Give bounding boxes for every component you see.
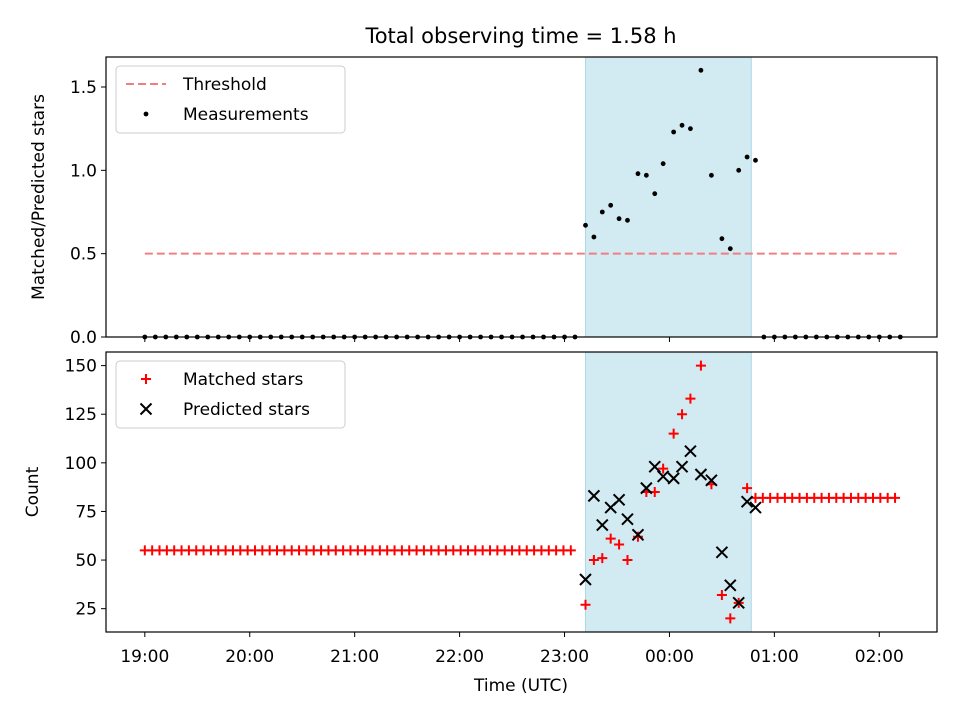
measurement-point (744, 154, 750, 160)
measurement-point (616, 216, 622, 222)
matched-point (716, 590, 727, 601)
bottom-y-tick-label: 75 (75, 502, 97, 522)
measurement-point (591, 234, 597, 240)
predicted-point (667, 472, 680, 485)
legend-measurements-swatch (143, 111, 149, 117)
top-axes-frame (105, 56, 938, 338)
predicted-point (640, 481, 653, 495)
predicted-point (596, 518, 609, 532)
top-legend-label: Threshold (182, 75, 267, 95)
bottom-legend-label: Matched stars (183, 370, 303, 390)
predicted-point (675, 460, 689, 473)
legend-matched-swatch (141, 374, 151, 384)
top-y-tick-label: 1.0 (70, 161, 97, 181)
predicted-point (579, 573, 592, 586)
predicted-point (732, 596, 745, 610)
x-tick-label: 20:00 (225, 647, 274, 667)
matched-point (597, 553, 608, 564)
predicted-point (694, 468, 708, 481)
measurement-point (660, 161, 666, 167)
measurement-point (688, 126, 693, 132)
matched-point (622, 555, 633, 566)
matched-point (695, 360, 706, 371)
measurement-point (643, 172, 649, 178)
top-legend-label: Measurements (183, 105, 309, 125)
matched-point (605, 533, 616, 544)
top-legend (115, 65, 346, 134)
measurement-point (736, 167, 742, 173)
measurement-point (727, 246, 733, 252)
bottom-axes-frame (105, 351, 938, 633)
x-tick-label: 21:00 (330, 647, 379, 667)
x-tick-label: 01:00 (750, 647, 799, 667)
measurement-point (679, 122, 685, 128)
legend-predicted-swatch (139, 402, 153, 416)
x-tick-label: 23:00 (540, 647, 589, 667)
top-y-tick-label: 0.0 (70, 328, 97, 348)
x-tick-label: 22:00 (435, 647, 484, 667)
bottom-panel: 25 50 75 100 125 150 19:00 20:00 21:00 22:00 23:00… (65, 351, 938, 667)
predicted-point (587, 489, 601, 503)
matched-point (580, 599, 591, 610)
top-shaded-span (585, 56, 752, 338)
matched-point (565, 545, 576, 556)
measurement-point (608, 202, 614, 208)
predicted-point (656, 470, 670, 483)
predicted-point (684, 444, 697, 458)
predicted-point (724, 579, 737, 592)
bottom-y-tick-label: 25 (75, 600, 97, 620)
x-tick-label: 00:00 (645, 647, 694, 667)
matched-point (614, 539, 625, 550)
matched-point (588, 555, 599, 566)
measurement-point (671, 129, 677, 135)
measurement-point (599, 209, 605, 215)
predicted-point (705, 474, 718, 487)
matched-point (725, 613, 736, 624)
top-panel: 0.0 0.5 1.0 1.5 Threshold Measurements (70, 56, 938, 348)
matched-point (685, 393, 696, 404)
bottom-y-tick-label: 125 (65, 405, 97, 425)
bottom-legend (115, 360, 346, 429)
y-axis-label-bottom: Count (23, 466, 43, 517)
measurement-point (583, 222, 588, 228)
bottom-legend-label: Predicted stars (183, 400, 310, 420)
measurement-point (652, 191, 658, 197)
measurement-point (635, 171, 641, 177)
predicted-point (749, 501, 762, 514)
top-y-tick-label: 1.5 (70, 78, 97, 98)
bottom-y-tick-label: 150 (65, 357, 97, 377)
matched-point (658, 463, 669, 474)
bottom-shaded-span (585, 351, 752, 633)
bottom-y-tick-label: 50 (75, 551, 97, 571)
bottom-y-tick-label: 100 (65, 454, 97, 474)
y-axis-label-top: Matched/Predicted stars (29, 94, 49, 300)
x-axis-label: Time (UTC) (473, 676, 568, 696)
measurement-point (709, 172, 714, 178)
predicted-point (631, 528, 645, 541)
measurement-point (625, 217, 630, 223)
predicted-point (740, 495, 754, 508)
measurement-point (719, 236, 725, 242)
matched-point (742, 483, 753, 494)
measurement-point (753, 157, 758, 163)
matched-point (677, 409, 688, 420)
matched-point (890, 492, 901, 503)
predicted-point (612, 493, 626, 506)
measurement-point (698, 67, 704, 73)
x-tick-label: 19:00 (120, 647, 169, 667)
predicted-point (621, 513, 634, 526)
chart-title: Total observing time = 1.58 h (364, 24, 676, 48)
matched-point (668, 428, 679, 439)
predicted-point (715, 546, 729, 559)
x-tick-label: 02:00 (855, 647, 904, 667)
top-y-tick-label: 0.5 (70, 245, 97, 265)
